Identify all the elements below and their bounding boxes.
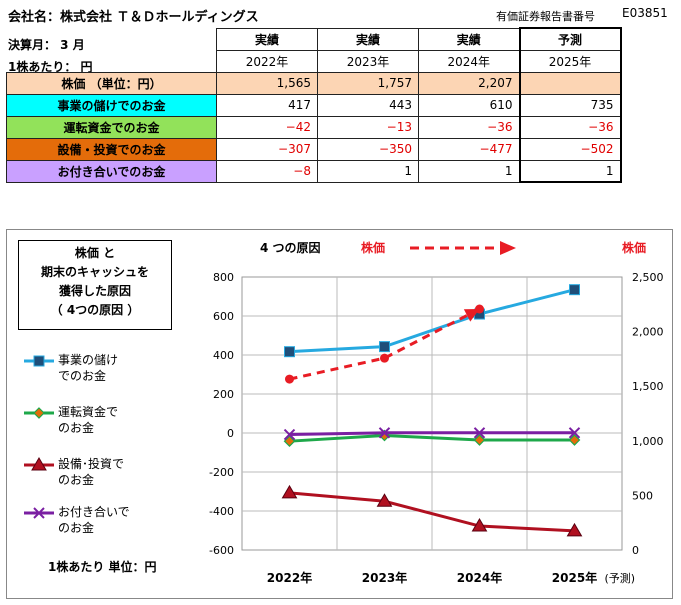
series-point [284,346,295,358]
x-tick-label: 2023年 [362,570,407,585]
legend-swatch-marker [33,407,45,419]
legend-line: 事業の儲け [58,353,119,367]
left-tick-label: 0 [227,427,234,440]
settlement-month: 決算月： 3 月 [8,38,85,52]
legend-label-relationship: お付き合いで のお金 [58,504,130,536]
panel-title-line: 株価 と [74,246,116,260]
panel-title-line: 期末のキャッシュを [40,265,149,279]
col-year: 2024年 [418,49,520,73]
chart-frame [6,229,673,599]
legend-swatch-marker [31,457,47,471]
series-line [289,434,575,443]
row-label-relationship: お付き合いでのお金 [6,159,217,183]
four-causes-label: 4 つの原因 [260,240,321,255]
series-point [568,427,581,439]
right-tick-label: 1,000 [632,435,664,448]
table-row: お付き合いでのお金 −8 1 1 1 [6,159,622,183]
table-row: 設備・投資でのお金 −307 −350 −477 −502 [6,137,622,161]
left-tick-label: 400 [213,349,234,362]
left-tick-label: -200 [209,466,234,479]
row-label-investment: 設備・投資でのお金 [6,137,217,161]
x-tick-label: 2025年 [552,570,597,585]
left-tick-label: -600 [209,544,234,557]
legend-swatch-marker [33,507,45,519]
table-row: 事業の儲けでのお金 417 443 610 735 [6,93,622,117]
row-label-operating: 事業の儲けでのお金 [6,93,217,117]
series-point [378,427,391,439]
series-point [281,484,298,499]
right-tick-label: 2,500 [632,271,664,284]
chart-panel-title: 株価 と 期末のキャッシュを 獲得した原因 （ 4つの原因 ） [18,240,172,330]
table-cell: 1,757 [317,71,419,95]
right-tick-label: 500 [632,489,653,502]
table-cell [518,71,622,95]
series-point [379,341,390,353]
series-line [289,491,575,533]
left-tick-label: 200 [213,388,234,401]
left-tick-label: 800 [213,271,234,284]
series-line [289,431,575,437]
col-status: 実績 [216,27,318,51]
legend-line: のお金 [58,473,95,487]
unit-note: 1株あたり 単位：円 [48,560,157,574]
right-tick-label: 2,000 [632,326,664,339]
col-year: 2022年 [216,49,318,73]
price-trend-arrowhead [463,308,480,322]
x-tick-label: 2022年 [267,570,312,585]
company-name: 会社名：株式会社 Ｔ＆Ｄホールディングス [8,10,259,25]
cashflow-table: 実績 実績 実績 予測 2022年 2023年 2024年 2025年 株価 （… [6,27,622,183]
row-label-stock-price: 株価 （単位：円） [6,71,217,95]
per-share-unit: 1株あたり： 円 [8,60,93,74]
left-tick-label: 600 [213,310,234,323]
legend-label-investment: 設備･投資で のお金 [58,456,124,488]
left-tick-label: -400 [209,505,234,518]
table-cell: −8 [216,159,318,183]
series-line [289,307,481,381]
series-point [566,522,583,537]
price-axis-label: 株価 [622,240,646,255]
legend-label-working-capital: 運転資金で のお金 [58,404,118,436]
col-year: 2025年 [518,49,622,73]
legend-line: 設備･投資で [58,457,125,471]
table-cell: 2,207 [418,71,520,95]
legend-line: 運転資金で [58,405,119,419]
legend-line: のお金 [58,421,95,435]
series-point [376,493,393,507]
series-point [283,428,296,441]
x-tick-label: 2024年 [457,570,502,585]
doc-number-label: 有価証券報告書番号 [496,10,595,23]
panel-title-line: 獲得した原因 [58,284,131,298]
series-point [380,353,389,363]
series-point [473,427,486,439]
legend-line: でのお金 [58,369,107,383]
table-cell: 1 [518,159,622,183]
table-cell: −36 [518,115,622,139]
panel-title-line: （ 4つの原因 ） [50,303,140,317]
legend-line: お付き合いで [58,505,130,519]
doc-number: E03851 [622,6,668,20]
forecast-suffix: (予測) [605,571,636,585]
legend-line: のお金 [58,521,95,535]
series-line [289,288,575,354]
series-point [285,374,294,384]
series-point [471,518,488,532]
series-point [283,435,296,448]
table-row: 株価 （単位：円） 1,565 1,757 2,207 [6,71,622,95]
table-cell: −42 [216,115,318,139]
price-arrow-head [500,241,516,255]
series-point [473,434,486,446]
table-cell: 735 [518,93,622,117]
price-arrow-label: 株価 [361,240,385,255]
series-point [568,434,581,446]
legend-label-operating: 事業の儲け でのお金 [58,352,118,384]
series-point [569,284,580,296]
table-cell: 1,565 [216,71,318,95]
right-tick-label: 0 [632,544,639,557]
right-tick-label: 1,500 [632,380,664,393]
legend-swatch-marker [33,355,45,367]
